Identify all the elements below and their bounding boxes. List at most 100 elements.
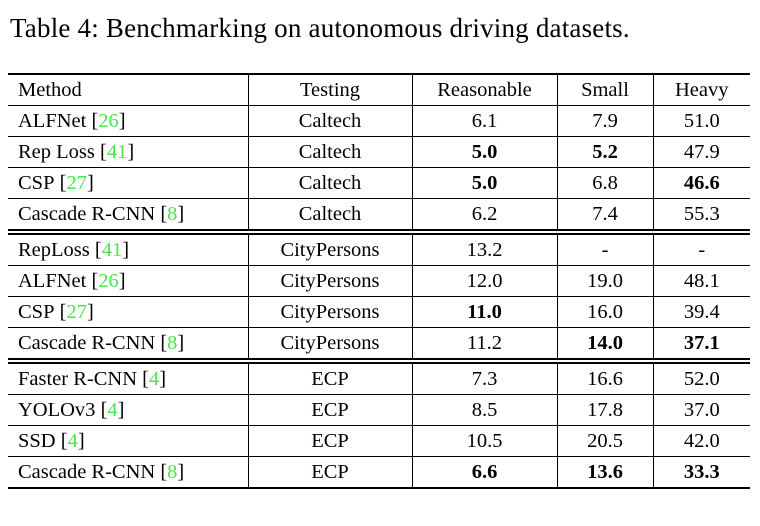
cite-bracket-open: [ <box>160 331 168 354</box>
table-row: ALFNet [26] Caltech 6.1 7.9 51.0 <box>8 105 750 137</box>
testing-cell: ECP <box>248 456 413 488</box>
table-row: Cascade R-CNN [8] CityPersons 11.2 14.0 3… <box>8 327 750 361</box>
method-name: Cascade R-CNN <box>18 202 156 225</box>
citation-link[interactable]: 4 <box>148 367 160 390</box>
heavy-cell: 46.6 <box>683 171 720 194</box>
reasonable-cell: 7.3 <box>412 361 558 395</box>
small-cell: 6.8 <box>557 167 654 199</box>
table-caption: Table 4: Benchmarking on autonomous driv… <box>10 13 760 44</box>
citation-link[interactable]: 26 <box>98 269 119 292</box>
method-name: Faster R-CNN <box>18 367 138 390</box>
heavy-cell: - <box>698 238 706 261</box>
testing-cell: ECP <box>248 425 413 457</box>
cite-bracket-close: ] <box>117 398 125 421</box>
citation-link[interactable]: 8 <box>167 202 178 225</box>
cite-bracket-open: [ <box>100 140 107 163</box>
heavy-cell: 37.1 <box>683 331 720 354</box>
column-header-reasonable: Reasonable <box>412 74 558 106</box>
cite-bracket-close: ] <box>127 140 135 163</box>
cite-bracket-open: [ <box>59 300 67 323</box>
heavy-cell: 37.0 <box>683 398 720 421</box>
table-row: SSD [4] ECP 10.5 20.5 42.0 <box>8 425 750 457</box>
reasonable-cell: 6.2 <box>412 198 558 232</box>
small-cell: 16.6 <box>557 361 654 395</box>
table-body: ALFNet [26] Caltech 6.1 7.9 51.0 Rep Loss… <box>8 105 750 488</box>
small-cell: 19.0 <box>557 265 654 297</box>
cite-bracket-open: [ <box>60 429 68 452</box>
small-cell: 5.2 <box>557 136 654 168</box>
heavy-cell: 42.0 <box>683 429 720 452</box>
column-header-testing: Testing <box>248 74 413 106</box>
table-row: CSP [27] CityPersons 11.0 16.0 39.4 <box>8 296 750 328</box>
small-cell: 14.0 <box>557 327 654 361</box>
cite-bracket-open: [ <box>59 171 67 194</box>
citation-link[interactable]: 26 <box>98 109 119 132</box>
cite-bracket-close: ] <box>86 300 94 323</box>
benchmark-table: Method Testing Reasonable Small Heavy AL… <box>8 73 750 489</box>
small-cell: 16.0 <box>557 296 654 328</box>
method-name: SSD <box>18 429 56 452</box>
method-cell: SSD [4] <box>8 425 249 457</box>
cite-bracket-close: ] <box>86 171 94 194</box>
cite-bracket-close: ] <box>177 202 185 225</box>
table-header-row: Method Testing Reasonable Small Heavy <box>8 74 750 106</box>
cite-bracket-close: ] <box>177 460 185 483</box>
citation-link[interactable]: 8 <box>167 331 178 354</box>
testing-cell: CityPersons <box>248 327 413 361</box>
cite-bracket-open: [ <box>100 398 108 421</box>
heavy-cell: 55.3 <box>683 202 720 225</box>
method-name: RepLoss <box>18 238 90 261</box>
cite-bracket-close: ] <box>118 109 126 132</box>
method-cell: RepLoss [41] <box>8 232 249 266</box>
small-cell: 17.8 <box>557 394 654 426</box>
table-caption-text: Table 4: Benchmarking on autonomous driv… <box>10 13 630 43</box>
method-name: CSP <box>18 300 55 323</box>
column-header-small: Small <box>557 74 654 106</box>
method-cell: CSP [27] <box>8 296 249 328</box>
testing-cell: Caltech <box>248 198 413 232</box>
method-name: ALFNet <box>18 109 87 132</box>
method-cell: Cascade R-CNN [8] <box>8 456 249 488</box>
heavy-cell: 51.0 <box>683 109 720 132</box>
reasonable-cell: 8.5 <box>412 394 558 426</box>
method-cell: ALFNet [26] <box>8 105 249 137</box>
citation-link[interactable]: 8 <box>167 460 178 483</box>
method-cell: Cascade R-CNN [8] <box>8 327 249 361</box>
testing-cell: CityPersons <box>248 296 413 328</box>
reasonable-cell: 5.0 <box>412 136 558 168</box>
method-cell: Faster R-CNN [4] <box>8 361 249 395</box>
reasonable-cell: 11.0 <box>412 296 558 328</box>
method-name: YOLOv3 <box>18 398 96 421</box>
heavy-cell: 39.4 <box>683 300 720 323</box>
cite-bracket-close: ] <box>122 238 130 261</box>
cite-bracket-open: [ <box>94 238 102 261</box>
citation-link[interactable]: 41 <box>106 140 128 163</box>
heavy-cell: 33.3 <box>683 460 720 483</box>
table-row: Cascade R-CNN [8] Caltech 6.2 7.4 55.3 <box>8 198 750 232</box>
reasonable-cell: 10.5 <box>412 425 558 457</box>
heavy-cell: 52.0 <box>683 367 720 390</box>
reasonable-cell: 11.2 <box>412 327 558 361</box>
testing-cell: ECP <box>248 394 413 426</box>
reasonable-cell: 6.1 <box>412 105 558 137</box>
method-cell: CSP [27] <box>8 167 249 199</box>
citation-link[interactable]: 41 <box>101 238 123 261</box>
cite-bracket-open: [ <box>142 367 149 390</box>
cite-bracket-close: ] <box>118 269 126 292</box>
reasonable-cell: 5.0 <box>412 167 558 199</box>
testing-cell: Caltech <box>248 105 413 137</box>
testing-cell: Caltech <box>248 167 413 199</box>
table-row: Cascade R-CNN [8] ECP 6.6 13.6 33.3 <box>8 456 750 488</box>
citation-link[interactable]: 4 <box>107 398 118 421</box>
method-name: ALFNet <box>18 269 87 292</box>
column-header-heavy: Heavy <box>674 78 729 101</box>
citation-link[interactable]: 27 <box>66 300 87 323</box>
citation-link[interactable]: 4 <box>67 429 78 452</box>
method-cell: Cascade R-CNN [8] <box>8 198 249 232</box>
method-cell: ALFNet [26] <box>8 265 249 297</box>
citation-link[interactable]: 27 <box>66 171 87 194</box>
table-row: CSP [27] Caltech 5.0 6.8 46.6 <box>8 167 750 199</box>
cite-bracket-open: [ <box>91 109 99 132</box>
heavy-cell: 48.1 <box>683 269 720 292</box>
method-cell: YOLOv3 [4] <box>8 394 249 426</box>
